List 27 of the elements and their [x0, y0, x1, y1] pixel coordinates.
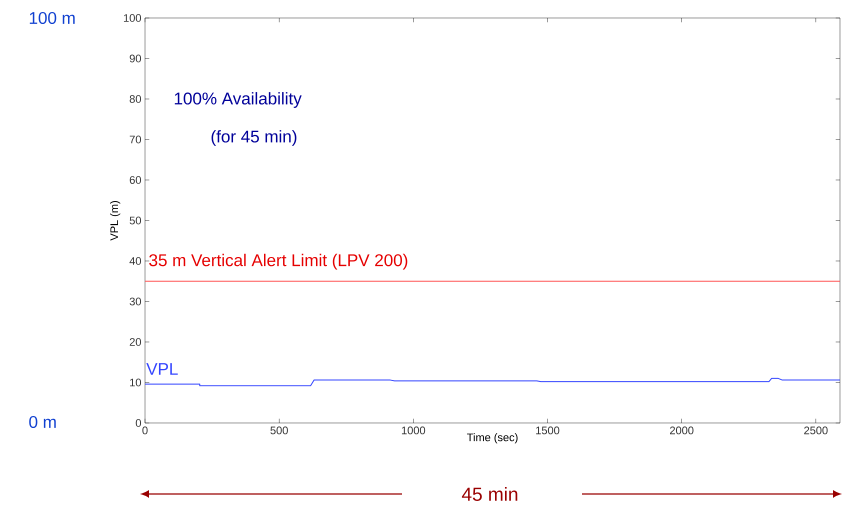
x-tick-label: 2000	[670, 426, 694, 434]
ref-line-label: 35 m Vertical Alert Limit (LPV 200)	[149, 254, 408, 270]
y-tick-label: 80	[130, 95, 142, 103]
x-tick-label: 500	[270, 426, 288, 434]
text: 100 m	[30, 12, 75, 24]
y-tick-label: 0	[136, 419, 142, 427]
text: 45 min	[462, 487, 518, 501]
y-tick-label: 60	[130, 176, 142, 184]
y-axis-title: VPL (m)	[110, 201, 120, 241]
x-tick-label: 0	[142, 426, 148, 434]
annotation: (for 45 min)	[212, 130, 296, 146]
y-tick-label: 90	[130, 54, 142, 62]
y-tick-label: 10	[130, 378, 142, 386]
x-tick-label: 1000	[402, 426, 426, 434]
y-tick-label: 100	[124, 14, 142, 22]
x-tick-label: 2500	[804, 426, 828, 434]
x-axis-title: Time (sec)	[466, 433, 518, 444]
series-label: VPL	[146, 363, 178, 375]
y-tick-label: 50	[130, 216, 142, 224]
y-tick-label: 20	[130, 338, 142, 346]
annotation: 100% Availability	[174, 92, 302, 108]
line-series	[145, 378, 840, 386]
y-tick-label: 70	[130, 136, 142, 144]
y-tick-label: 30	[130, 298, 142, 306]
x-tick-label: 1500	[536, 426, 560, 434]
text: 0 m	[29, 416, 56, 428]
y-tick-label: 40	[129, 257, 142, 265]
